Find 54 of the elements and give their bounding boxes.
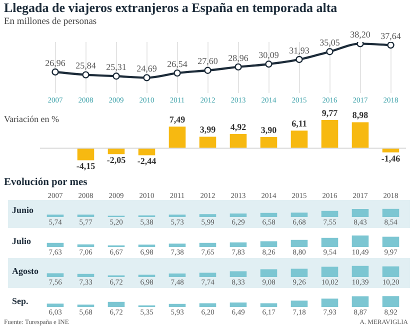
point: [326, 48, 334, 56]
bar: [230, 134, 247, 148]
bar: [77, 148, 94, 160]
data-label: 25,84: [76, 60, 96, 71]
bar: [352, 122, 369, 148]
data-label: 9,77: [322, 108, 338, 118]
y-axis-title: Junio: [12, 205, 34, 215]
data-label: 8,98: [352, 110, 369, 120]
data-label: 27,60: [198, 56, 218, 66]
point: [112, 72, 120, 80]
point: [296, 56, 303, 64]
data-label: 4,92: [230, 122, 247, 132]
data-label: 30,09: [258, 50, 280, 60]
point: [174, 69, 181, 77]
data-label: 35,05: [320, 37, 340, 48]
point: [387, 42, 394, 49]
bar: [108, 148, 125, 154]
data-label: 38,20: [350, 30, 371, 40]
point: [52, 68, 59, 76]
data-label: -2,05: [106, 154, 126, 165]
point: [143, 74, 150, 82]
point: [234, 63, 242, 71]
chart-subtitle: En millones de personas: [3, 16, 98, 28]
bar: [138, 148, 156, 156]
data-label: 25,31: [106, 62, 126, 72]
bar: [290, 130, 308, 148]
data-label: 6,11: [292, 118, 308, 128]
bar: [260, 136, 278, 148]
bar: [321, 120, 338, 148]
point: [356, 42, 364, 48]
data-label: 31,93: [289, 45, 310, 56]
data-label: 28,96: [228, 52, 249, 63]
chart-title: Llegada de viajeros extranjeros a España en temporada alta: [3, 0, 338, 16]
y-axis-title: Sep.: [12, 296, 28, 306]
bar: [199, 136, 216, 148]
y-axis-title: Julio: [12, 236, 32, 246]
data-label: -1,46: [381, 153, 401, 164]
data-label: 24,69: [136, 64, 158, 74]
data-label: 26,54: [167, 58, 188, 69]
data-label: 7,49: [169, 114, 186, 124]
data-label: -2,44: [137, 156, 157, 166]
data-label: 26,96: [45, 58, 66, 68]
bar: [382, 148, 400, 152]
point: [82, 71, 90, 78]
data-label: -4,15: [76, 161, 96, 172]
y-axis-title: Agosto: [12, 266, 38, 276]
chart-title: Evolución por mes: [3, 176, 88, 190]
chart-title: Variación en %: [4, 114, 59, 124]
point: [204, 66, 212, 74]
bar: [168, 126, 186, 148]
data-label: 37,64: [380, 30, 402, 41]
data-label: 3,90: [260, 124, 278, 135]
data-label: 3,99: [200, 124, 216, 135]
point: [265, 60, 272, 68]
